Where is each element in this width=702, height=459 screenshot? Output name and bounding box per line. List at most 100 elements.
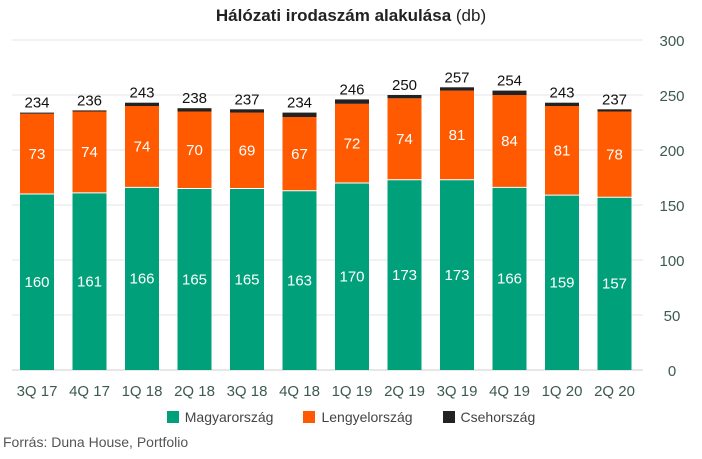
bar-segment-lengyelorszag: [335, 103, 369, 183]
bar-segment-csehorszag: [20, 112, 54, 114]
bar-segment-magyarorszag: [597, 197, 632, 370]
y-tick-label: 250: [659, 88, 684, 105]
bar-total-label: 234: [287, 95, 312, 112]
bar-segment-lengyelorszag: [72, 111, 107, 193]
bar-value-label: 165: [182, 271, 207, 288]
bar-value-label: 81: [554, 143, 571, 160]
x-tick-label: 1Q 18: [122, 383, 163, 400]
bar-segment-lengyelorszag: [545, 106, 579, 196]
bar-value-label: 157: [602, 276, 627, 293]
grid-lines: [12, 39, 643, 371]
x-axis-ticks: 3Q 17 4Q 17 1Q 18 2Q 18 3Q 18 4Q 18 1Q 19 2Q 19…: [17, 383, 635, 400]
bar-value-label: 173: [392, 267, 417, 284]
y-axis-ticks: 0 50 100 150 200 250 300: [659, 33, 684, 380]
x-tick-label: 2Q 19: [384, 383, 425, 400]
bar-segment-csehorszag: [177, 108, 212, 112]
bar-value-label: 84: [501, 133, 518, 150]
legend-swatch: [303, 411, 316, 423]
legend-label: Csehország: [460, 409, 536, 425]
bar-value-label: 78: [606, 146, 623, 163]
bar-segment-csehorszag: [492, 90, 527, 95]
bar-value-label: 166: [129, 271, 154, 288]
bar-value-label: 161: [77, 273, 102, 290]
legend-item-magyarorszag: Magyarország: [166, 409, 274, 425]
bar-value-label: 173: [444, 267, 469, 284]
legend-label: Lengyelország: [321, 409, 413, 425]
bar-total-label: 246: [339, 81, 364, 98]
bar-value-label: 166: [497, 271, 522, 288]
bar-value-label: 72: [344, 135, 361, 152]
bar-segment-magyarorszag: [387, 179, 422, 370]
bar-segment-magyarorszag: [282, 190, 317, 370]
x-tick-label: 4Q 18: [279, 383, 320, 400]
bar-value-label: 74: [81, 144, 98, 161]
bar-segment-magyarorszag: [335, 183, 369, 370]
bar-segment-lengyelorszag: [387, 98, 422, 180]
data-labels: 160 73 234 161 74 236 166 74 243 165 70 238 165 69 237…: [24, 69, 627, 292]
bar-total-label: 257: [444, 69, 469, 86]
legend-item-csehorszag: Csehország: [442, 409, 536, 425]
bar-value-label: 70: [186, 142, 203, 159]
bar-total-label: 254: [497, 73, 522, 90]
bar-segment-magyarorszag: [545, 195, 579, 370]
legend-swatch: [166, 411, 179, 423]
bar-segment-magyarorszag: [230, 188, 264, 370]
bar-value-label: 74: [396, 131, 413, 148]
bar-segment-csehorszag: [230, 109, 264, 113]
bar-value-label: 69: [239, 143, 256, 160]
y-tick-label: 150: [659, 198, 684, 215]
x-tick-label: 1Q 19: [332, 383, 373, 400]
bar-segment-csehorszag: [597, 109, 632, 112]
bar-total-label: 236: [77, 92, 102, 109]
bar-value-label: 165: [234, 271, 259, 288]
x-tick-label: 3Q 18: [227, 383, 268, 400]
bar-total-label: 243: [549, 85, 574, 102]
bar-segment-magyarorszag: [72, 192, 107, 370]
x-tick-label: 4Q 17: [69, 383, 110, 400]
bar-value-label: 160: [24, 274, 49, 291]
bar-total-label: 237: [602, 91, 627, 108]
chart-title-unit: (db): [455, 6, 487, 25]
bar-segment-magyarorszag: [20, 194, 54, 370]
bar-segment-lengyelorszag: [492, 95, 527, 188]
y-tick-label: 100: [659, 253, 684, 270]
y-tick-label: 50: [664, 308, 681, 325]
bar-value-label: 74: [134, 139, 151, 156]
bar-total-label: 250: [392, 77, 417, 94]
bar-segment-magyarorszag: [492, 187, 527, 370]
x-tick-label: 4Q 19: [489, 383, 530, 400]
bar-value-label: 73: [29, 146, 46, 163]
bar-segment-magyarorszag: [125, 187, 159, 370]
bar-value-label: 170: [339, 269, 364, 286]
x-tick-label: 2Q 18: [174, 383, 215, 400]
bar-segment-csehorszag: [72, 110, 107, 112]
bar-segment-lengyelorszag: [597, 111, 632, 198]
x-tick-label: 1Q 20: [542, 383, 583, 400]
x-tick-label: 2Q 20: [594, 383, 635, 400]
bar-value-label: 159: [549, 275, 574, 292]
x-tick-label: 3Q 17: [17, 383, 58, 400]
bar-total-label: 238: [182, 90, 207, 107]
bar-segment-csehorszag: [125, 102, 159, 106]
bar-total-label: 234: [24, 95, 49, 112]
bar-segment-csehorszag: [440, 87, 474, 91]
bar-segment-csehorszag: [335, 99, 369, 104]
y-tick-label: 300: [659, 33, 684, 50]
x-tick-label: 3Q 19: [437, 383, 478, 400]
bar-segment-lengyelorszag: [20, 113, 54, 194]
bar-segment-lengyelorszag: [230, 112, 264, 189]
bar-total-label: 237: [234, 91, 259, 108]
bar-value-label: 163: [287, 272, 312, 289]
bar-segment-lengyelorszag: [177, 111, 212, 189]
bars: [20, 87, 632, 370]
chart-title: Hálózati irodaszám alakulása (db): [0, 6, 702, 26]
legend-item-lengyelorszag: Lengyelország: [303, 409, 413, 425]
legend-swatch: [442, 411, 455, 423]
legend-label: Magyarország: [184, 409, 274, 425]
bar-segment-magyarorszag: [440, 179, 474, 370]
bar-segment-lengyelorszag: [440, 90, 474, 180]
bar-segment-csehorszag: [282, 112, 317, 117]
bar-segment-lengyelorszag: [282, 117, 317, 191]
bar-segment-lengyelorszag: [125, 106, 159, 188]
